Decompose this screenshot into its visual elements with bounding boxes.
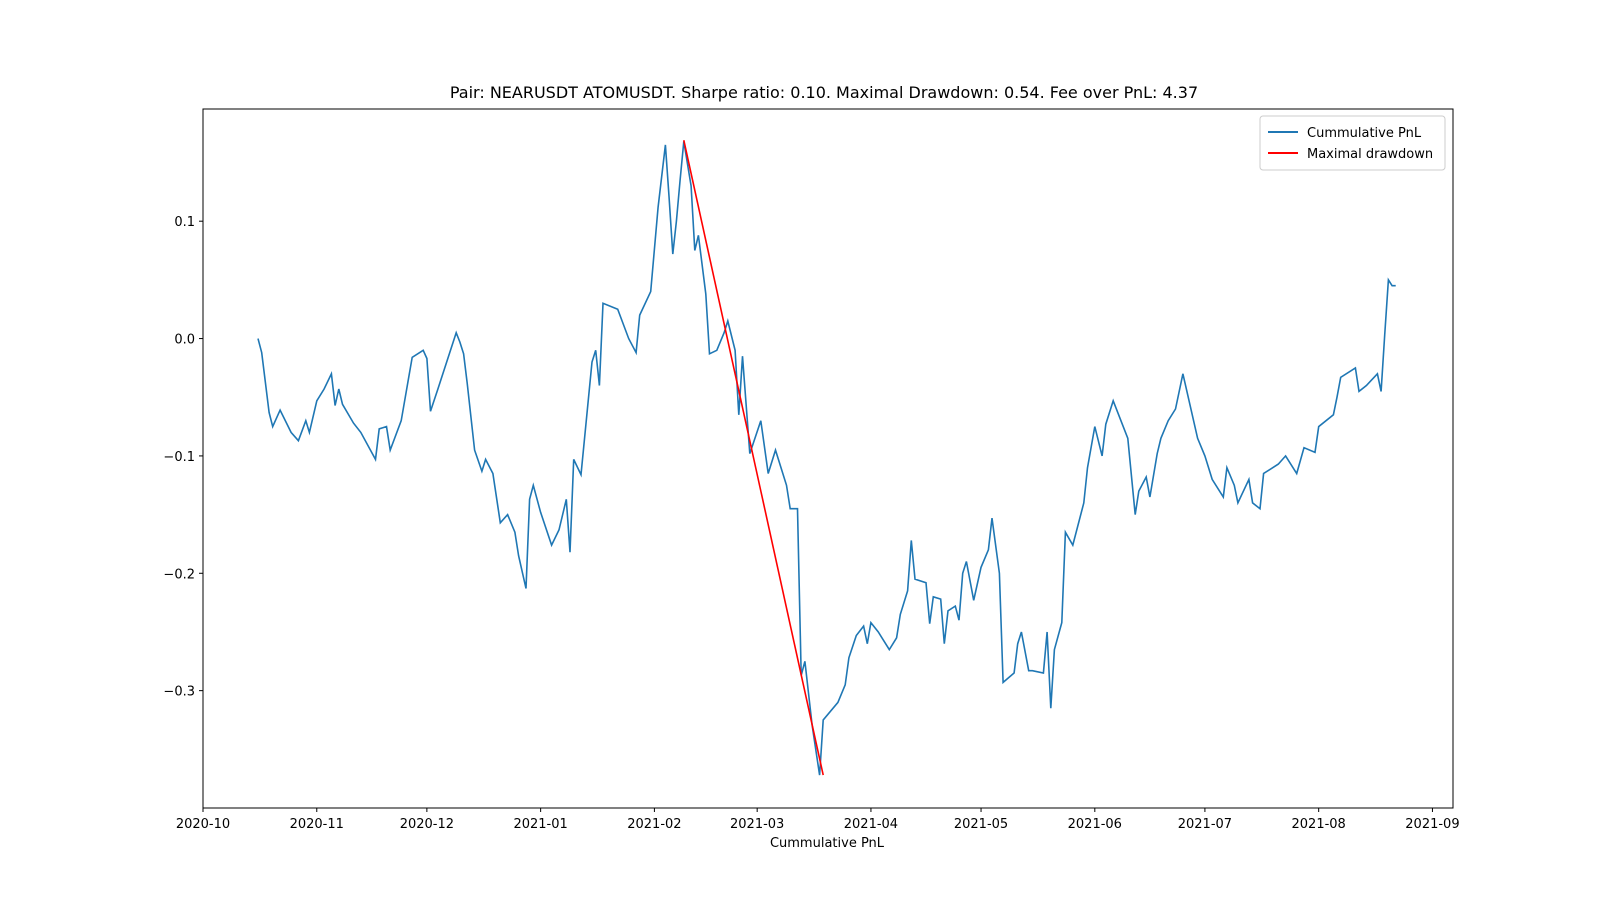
x-tick-label: 2020-10: [176, 817, 230, 832]
chart-title: Pair: NEARUSDT ATOMUSDT. Sharpe ratio: 0…: [450, 83, 1198, 102]
y-tick-label: −0.1: [163, 450, 195, 465]
legend-label: Cummulative PnL: [1307, 126, 1422, 141]
x-tick-label: 2020-11: [290, 817, 344, 832]
x-tick-label: 2020-12: [400, 817, 454, 832]
x-tick-label: 2021-02: [627, 817, 681, 832]
x-tick-label: 2021-01: [513, 817, 567, 832]
plot-frame: [202, 108, 1454, 809]
x-tick-label: 2021-03: [730, 817, 784, 832]
y-tick-label: 0.1: [174, 215, 195, 230]
series-line: [683, 140, 824, 776]
x-tick-label: 2021-07: [1178, 817, 1232, 832]
legend-label: Maximal drawdown: [1307, 147, 1433, 162]
x-tick-label: 2021-08: [1292, 817, 1346, 832]
legend-box: [1259, 115, 1446, 171]
x-axis-label: Cummulative PnL: [770, 836, 885, 851]
x-tick-label: 2021-06: [1068, 817, 1122, 832]
y-tick-label: 0.0: [174, 333, 195, 348]
x-tick-label: 2021-05: [954, 817, 1008, 832]
y-tick-label: −0.2: [163, 567, 195, 582]
x-tick-label: 2021-09: [1405, 817, 1459, 832]
y-tick-label: −0.3: [163, 685, 195, 700]
x-tick-label: 2021-04: [844, 817, 898, 832]
series-line: [257, 141, 1396, 776]
